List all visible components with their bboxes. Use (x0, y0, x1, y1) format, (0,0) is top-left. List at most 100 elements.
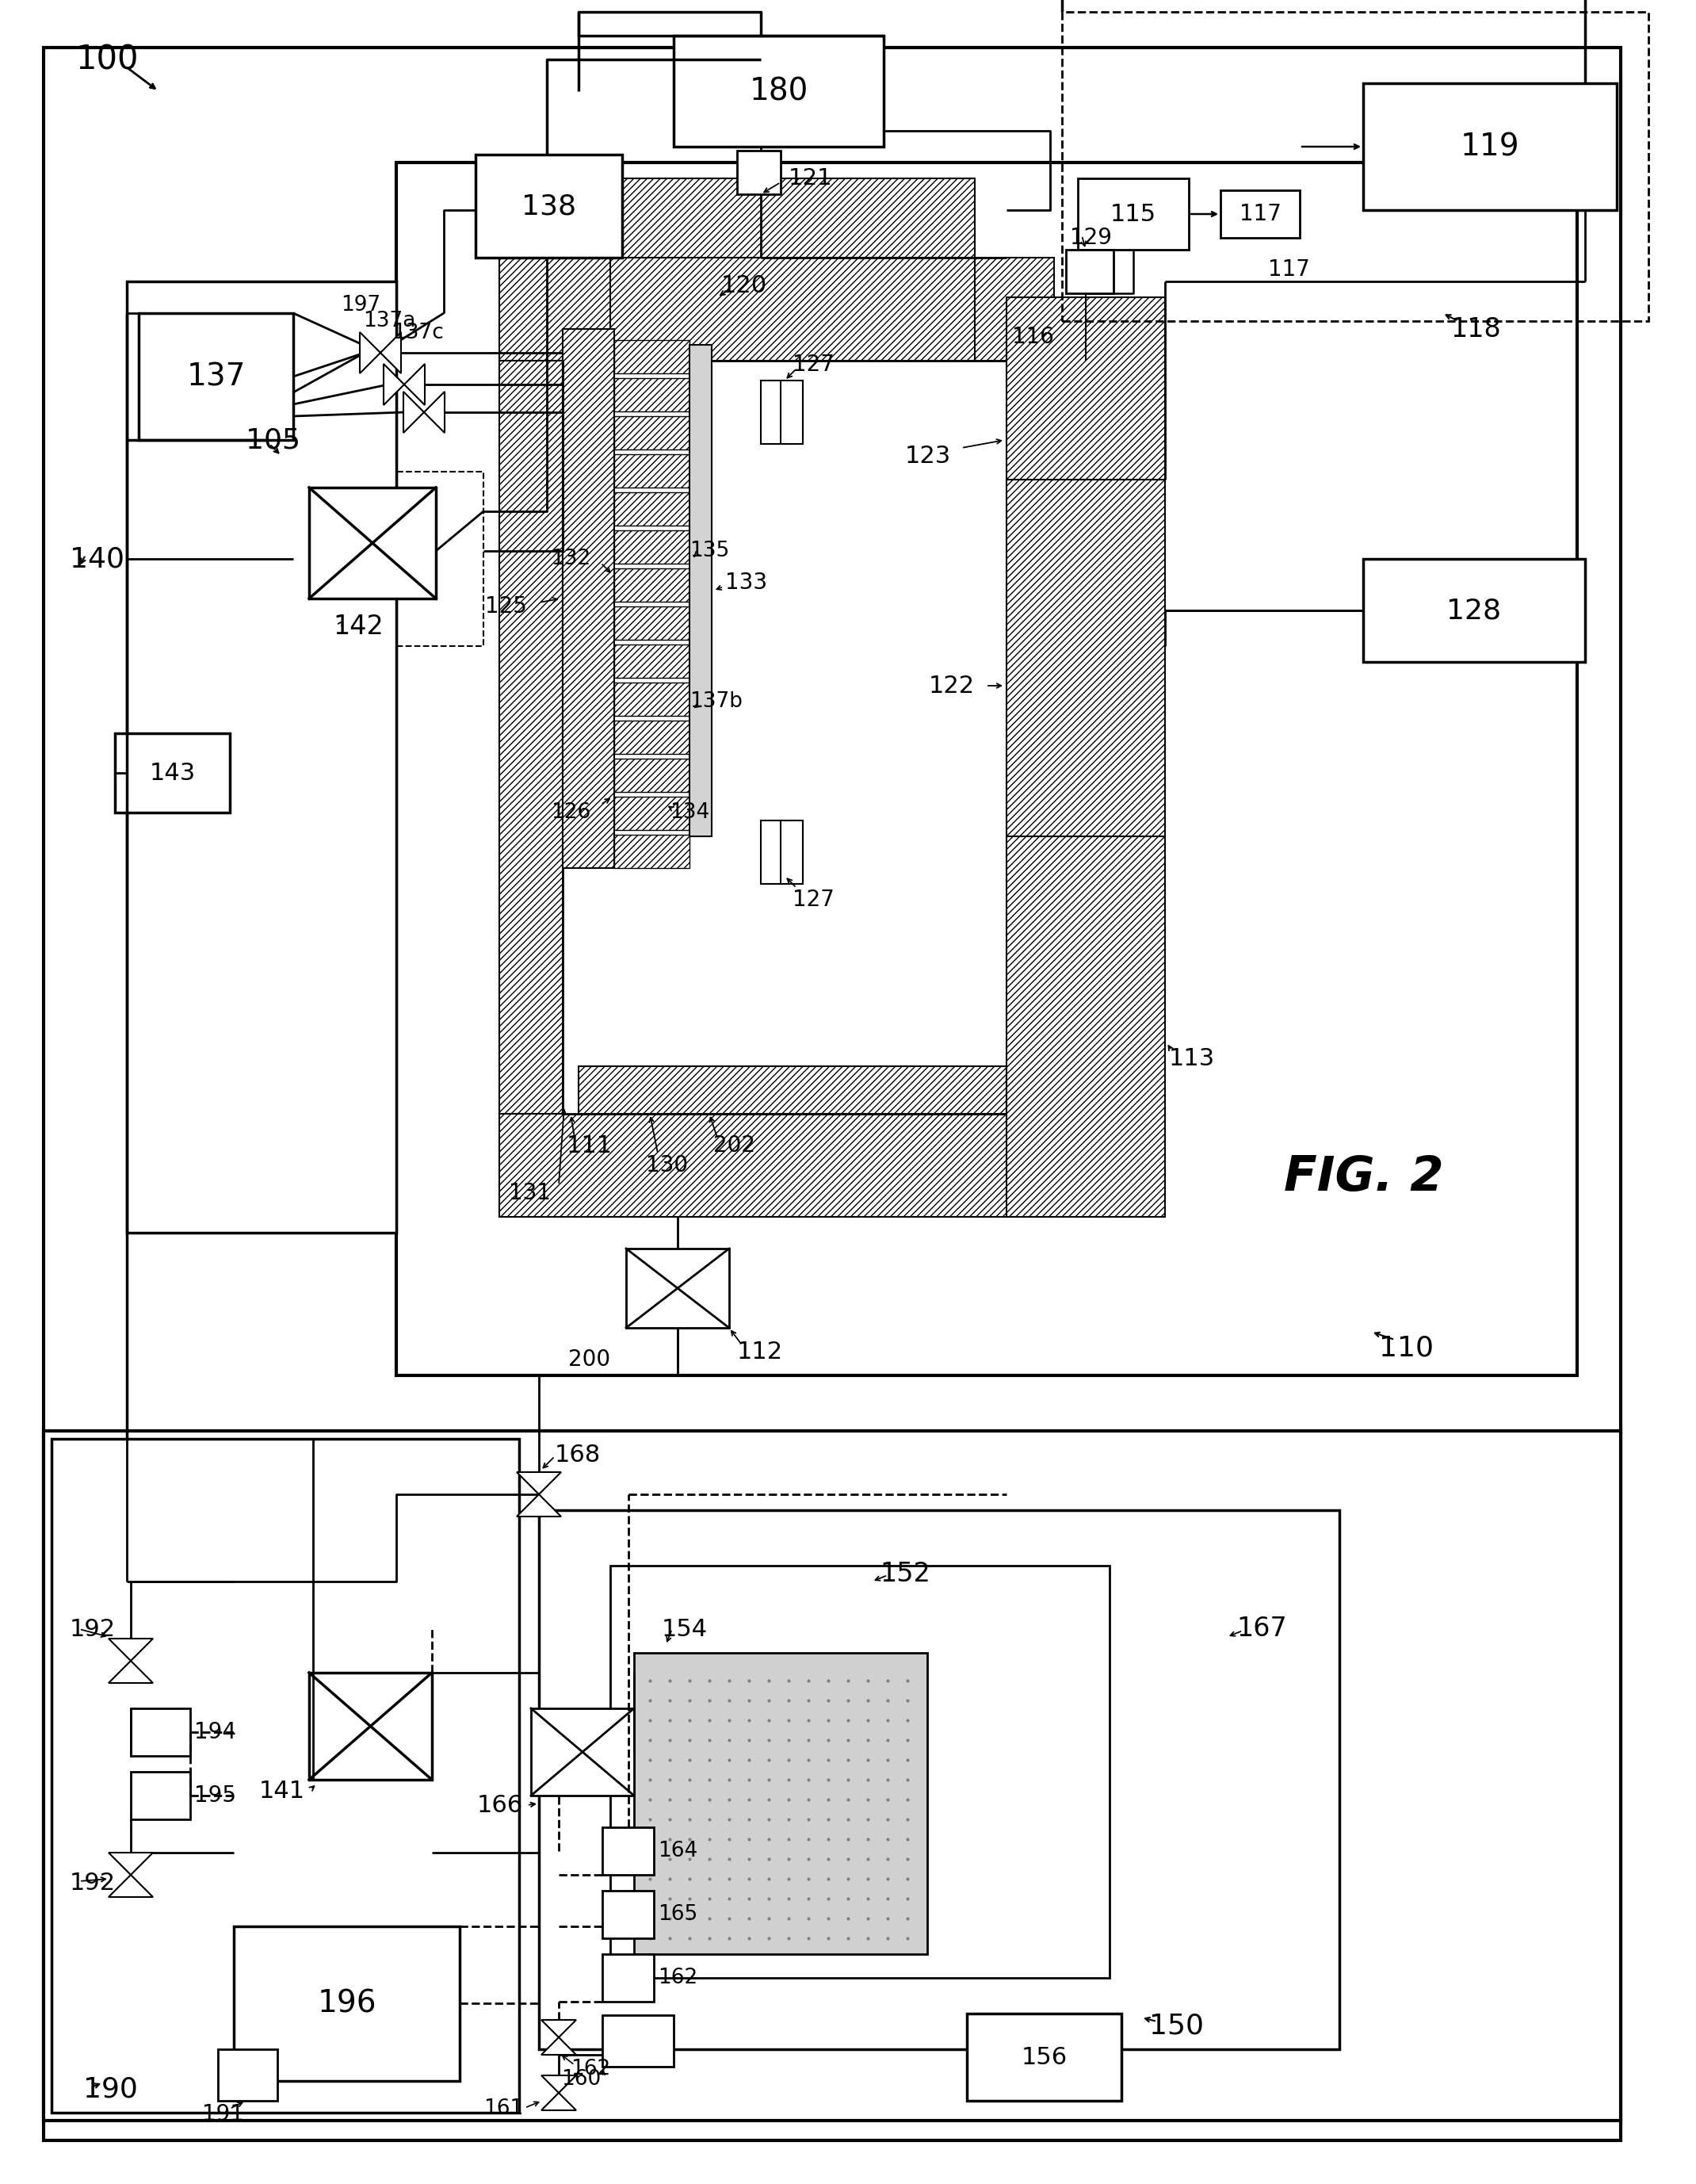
Text: 117: 117 (1240, 203, 1280, 225)
Bar (611, 1566, 1109, 1979)
Text: 127: 127 (792, 354, 834, 376)
Bar (499, 360, 563, 1114)
Bar (563, 360, 1006, 1114)
Bar (234, 1926, 460, 2081)
Text: 128: 128 (1447, 596, 1501, 625)
Text: 133: 133 (726, 572, 767, 594)
Bar (602, 2016, 673, 2066)
Polygon shape (517, 1494, 561, 1516)
Bar (602, 1955, 655, 2003)
Text: 150: 150 (1150, 2011, 1204, 2040)
Bar (611, 179, 975, 258)
Bar (499, 1114, 1053, 1216)
Polygon shape (380, 332, 400, 373)
Polygon shape (360, 332, 380, 373)
Text: 112: 112 (738, 1341, 784, 1363)
Polygon shape (383, 365, 404, 404)
Polygon shape (517, 1472, 561, 1494)
Text: 100: 100 (75, 44, 139, 76)
Polygon shape (424, 391, 444, 432)
Text: 113: 113 (1169, 1046, 1214, 1070)
Bar (1006, 480, 1165, 836)
Bar (266, 472, 483, 646)
Bar (690, 345, 712, 836)
Text: 196: 196 (317, 1990, 377, 2018)
Text: 123: 123 (906, 443, 951, 467)
Bar (1364, 559, 1586, 662)
Text: 154: 154 (661, 1618, 707, 1640)
Bar (614, 644, 690, 677)
Bar (614, 568, 690, 601)
Text: 167: 167 (1236, 1616, 1287, 1642)
Text: 116: 116 (1013, 325, 1053, 347)
Bar (614, 797, 690, 830)
Text: 122: 122 (929, 675, 975, 697)
Bar (762, 821, 784, 885)
Bar (44, 1431, 1621, 2121)
Bar (626, 1249, 729, 1328)
Bar (115, 734, 231, 812)
Text: 121: 121 (789, 168, 833, 190)
Bar (397, 162, 1577, 1376)
Text: 156: 156 (1021, 2046, 1067, 2068)
Text: 137b: 137b (690, 692, 743, 712)
Text: 140: 140 (70, 546, 124, 572)
Text: 197: 197 (341, 295, 380, 314)
Bar (673, 35, 884, 146)
Bar (578, 1066, 1006, 1114)
Text: 119: 119 (1460, 131, 1520, 162)
Polygon shape (404, 391, 424, 432)
Text: 195: 195 (193, 1784, 236, 1806)
Bar (614, 378, 690, 411)
Polygon shape (109, 1874, 153, 1898)
Text: 164: 164 (658, 1841, 697, 1861)
Text: 160: 160 (561, 2068, 600, 2090)
Bar (614, 834, 690, 867)
Text: 180: 180 (750, 76, 807, 107)
Bar (127, 282, 397, 1232)
Text: 161: 161 (483, 2099, 522, 2118)
Bar (614, 684, 690, 716)
Text: 162: 162 (570, 2060, 611, 2079)
Text: 115: 115 (1111, 203, 1157, 225)
Text: 168: 168 (555, 1444, 600, 1465)
Text: 137a: 137a (363, 310, 416, 332)
Bar (614, 758, 690, 793)
Polygon shape (404, 365, 424, 404)
Text: 192: 192 (70, 1618, 115, 1640)
Text: 105: 105 (246, 426, 300, 454)
Bar (51, 1439, 519, 2112)
Text: 137: 137 (187, 363, 246, 391)
Bar (967, 2014, 1121, 2101)
Text: 142: 142 (332, 614, 383, 640)
Bar (531, 1708, 634, 1795)
Bar (614, 341, 690, 373)
Bar (1221, 190, 1299, 238)
Text: 162: 162 (658, 1968, 697, 1987)
Bar (219, 2049, 278, 2101)
Bar (139, 312, 293, 439)
Bar (614, 607, 690, 640)
Bar (1006, 836, 1165, 1216)
Bar (611, 225, 975, 360)
Text: 126: 126 (551, 802, 590, 823)
Bar (614, 721, 690, 753)
Bar (614, 491, 690, 526)
Bar (634, 1653, 928, 1955)
Bar (475, 155, 622, 258)
Polygon shape (109, 1852, 153, 1874)
Text: 202: 202 (714, 1133, 755, 1158)
Bar (1079, 179, 1189, 249)
Text: 127: 127 (792, 889, 834, 911)
Bar (1067, 249, 1114, 293)
Bar (602, 1891, 655, 1937)
Text: 141: 141 (259, 1780, 305, 1804)
Bar (131, 1708, 190, 1756)
Bar (738, 151, 780, 194)
Text: 134: 134 (670, 802, 709, 823)
Polygon shape (541, 2075, 577, 2092)
Text: 120: 120 (721, 273, 767, 297)
Text: 194: 194 (193, 1721, 236, 1743)
Text: 190: 190 (83, 2075, 137, 2103)
Text: 165: 165 (658, 1904, 697, 1924)
